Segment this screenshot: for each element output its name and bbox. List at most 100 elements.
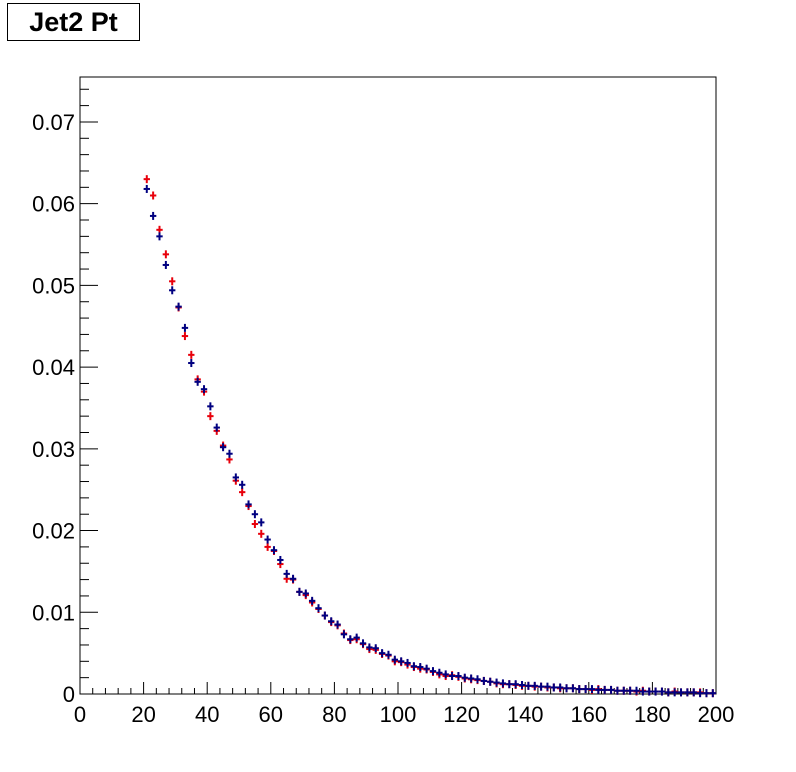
data-point bbox=[378, 649, 386, 658]
data-point bbox=[366, 643, 373, 652]
y-tick-label: 0.01 bbox=[32, 600, 75, 625]
data-point bbox=[385, 650, 392, 659]
data-point bbox=[277, 555, 284, 564]
data-point bbox=[175, 302, 182, 311]
data-point bbox=[308, 596, 316, 605]
data-point bbox=[576, 685, 583, 694]
y-tick-label: 0.07 bbox=[32, 110, 75, 135]
data-point bbox=[302, 589, 309, 598]
data-point bbox=[537, 682, 545, 691]
data-point bbox=[658, 687, 666, 696]
data-point bbox=[601, 685, 608, 694]
x-tick-label: 80 bbox=[322, 702, 346, 727]
data-point bbox=[461, 673, 468, 682]
data-point bbox=[404, 658, 411, 667]
data-point bbox=[156, 232, 163, 241]
data-point bbox=[264, 535, 271, 544]
data-point bbox=[328, 617, 335, 626]
chart-title-box: Jet2 Pt bbox=[7, 3, 140, 41]
data-point bbox=[372, 644, 379, 653]
data-point bbox=[149, 191, 157, 200]
x-tick-label: 120 bbox=[443, 702, 480, 727]
data-point bbox=[264, 542, 271, 551]
data-point bbox=[289, 574, 297, 583]
y-tick-label: 0.05 bbox=[32, 273, 75, 298]
data-point bbox=[557, 683, 564, 692]
data-point bbox=[410, 662, 418, 671]
data-point bbox=[696, 689, 704, 698]
data-point bbox=[633, 686, 640, 695]
data-point bbox=[652, 687, 659, 696]
data-point bbox=[531, 681, 538, 690]
data-point bbox=[162, 260, 170, 269]
data-point bbox=[544, 682, 551, 691]
data-point bbox=[258, 529, 265, 538]
data-point bbox=[493, 678, 500, 687]
data-point bbox=[417, 663, 424, 672]
data-point bbox=[194, 377, 201, 386]
data-point bbox=[219, 443, 227, 452]
x-tick-label: 180 bbox=[634, 702, 671, 727]
data-point bbox=[595, 685, 602, 694]
data-point bbox=[188, 359, 195, 368]
data-point bbox=[321, 611, 329, 620]
data-point bbox=[245, 500, 252, 509]
y-tick-label: 0.02 bbox=[32, 519, 75, 544]
y-tick-label: 0.03 bbox=[32, 437, 75, 462]
data-point bbox=[518, 681, 526, 690]
data-point bbox=[347, 635, 354, 644]
data-point bbox=[340, 630, 348, 639]
data-point bbox=[436, 668, 443, 677]
data-point bbox=[429, 667, 437, 676]
data-point bbox=[162, 250, 170, 259]
data-point bbox=[239, 480, 246, 489]
data-point bbox=[296, 587, 303, 596]
data-point bbox=[213, 423, 220, 432]
data-point bbox=[188, 350, 195, 359]
data-point bbox=[677, 688, 685, 697]
data-point bbox=[149, 211, 157, 220]
data-point bbox=[480, 676, 488, 685]
data-point bbox=[690, 688, 697, 697]
data-point bbox=[226, 449, 233, 458]
data-point bbox=[169, 286, 176, 295]
x-tick-label: 20 bbox=[131, 702, 155, 727]
data-point bbox=[169, 277, 176, 286]
x-tick-label: 140 bbox=[507, 702, 544, 727]
data-point bbox=[398, 657, 405, 666]
data-point bbox=[270, 546, 278, 555]
plot-frame bbox=[79, 76, 717, 695]
data-point bbox=[200, 385, 208, 394]
data-point bbox=[239, 488, 246, 497]
data-point bbox=[499, 679, 507, 688]
y-tick-label: 0 bbox=[63, 682, 75, 707]
data-point bbox=[207, 402, 214, 411]
x-tick-label: 100 bbox=[380, 702, 417, 727]
data-point bbox=[359, 639, 367, 648]
data-point bbox=[207, 412, 214, 421]
data-point bbox=[251, 510, 259, 519]
data-point bbox=[143, 175, 150, 184]
data-point bbox=[455, 672, 462, 681]
data-point bbox=[569, 684, 577, 693]
data-point bbox=[474, 675, 481, 684]
data-point bbox=[550, 683, 557, 692]
data-point bbox=[251, 520, 259, 529]
data-point bbox=[442, 670, 449, 679]
data-point bbox=[614, 686, 621, 695]
data-point bbox=[588, 685, 596, 694]
data-point bbox=[563, 684, 570, 693]
data-point bbox=[258, 518, 265, 527]
data-point bbox=[671, 688, 678, 697]
data-point bbox=[283, 569, 290, 578]
data-point bbox=[353, 633, 360, 642]
data-point bbox=[607, 685, 615, 694]
y-tick-label: 0.06 bbox=[32, 192, 75, 217]
data-point bbox=[703, 689, 710, 698]
data-point bbox=[525, 681, 532, 690]
data-point bbox=[232, 473, 239, 482]
data-point bbox=[709, 689, 716, 698]
data-point bbox=[315, 604, 322, 613]
data-point bbox=[391, 655, 398, 664]
